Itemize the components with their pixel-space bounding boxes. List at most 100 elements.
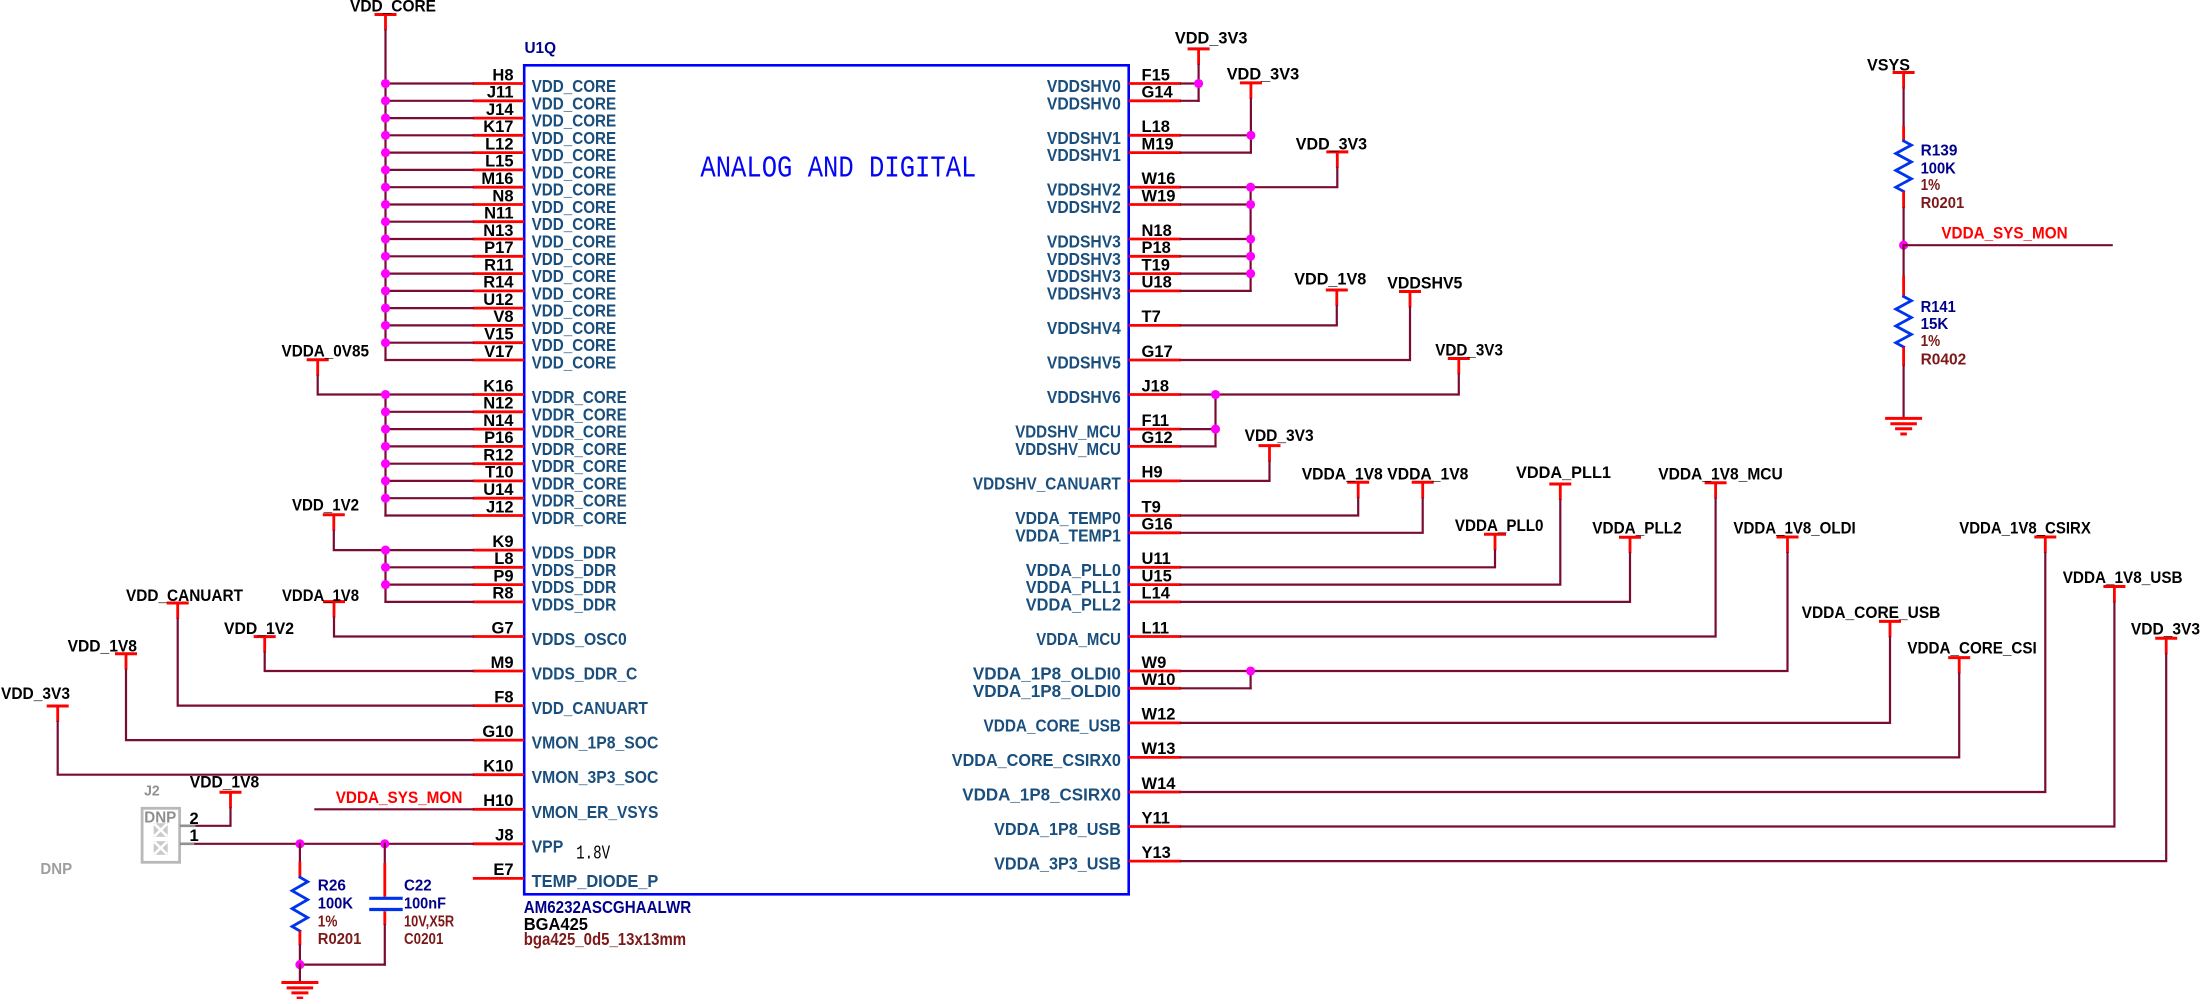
- svg-text:VDDSHV_MCU: VDDSHV_MCU: [1015, 422, 1121, 442]
- svg-text:VDDSHV3: VDDSHV3: [1047, 266, 1121, 286]
- svg-text:N11: N11: [484, 205, 513, 223]
- svg-text:N12: N12: [483, 395, 513, 413]
- svg-text:G12: G12: [1142, 429, 1173, 447]
- svg-text:N14: N14: [483, 412, 514, 430]
- svg-text:VDDA_SYS_MON: VDDA_SYS_MON: [336, 789, 463, 807]
- svg-text:VDDA_1V8_OLDI: VDDA_1V8_OLDI: [1733, 520, 1855, 538]
- svg-text:K10: K10: [483, 758, 513, 776]
- svg-text:F8: F8: [494, 688, 513, 706]
- svg-text:R11: R11: [484, 256, 513, 274]
- svg-text:G14: G14: [1142, 84, 1174, 102]
- svg-text:Y11: Y11: [1142, 809, 1170, 827]
- svg-text:VDD_3V3: VDD_3V3: [1435, 342, 1503, 360]
- svg-text:VDD_CORE: VDD_CORE: [532, 197, 617, 217]
- svg-text:VDDA_1V8: VDDA_1V8: [1302, 465, 1383, 483]
- svg-text:T7: T7: [1142, 308, 1161, 326]
- svg-text:VDDA_TEMP1: VDDA_TEMP1: [1015, 525, 1121, 545]
- svg-text:V15: V15: [484, 326, 513, 344]
- svg-text:VDDA_CORE_USB: VDDA_CORE_USB: [984, 715, 1122, 735]
- svg-text:J2: J2: [144, 784, 160, 800]
- svg-text:VDD_CORE: VDD_CORE: [532, 214, 617, 234]
- svg-text:F11: F11: [1142, 412, 1170, 430]
- svg-text:W16: W16: [1142, 170, 1176, 188]
- svg-text:DNP: DNP: [144, 810, 176, 827]
- svg-text:R0201: R0201: [1921, 195, 1965, 212]
- svg-text:R0402: R0402: [1921, 351, 1967, 368]
- svg-text:VDD_1V8: VDD_1V8: [68, 638, 137, 656]
- svg-text:C0201: C0201: [404, 931, 444, 948]
- svg-text:L11: L11: [1142, 619, 1170, 637]
- svg-text:R14: R14: [483, 274, 514, 292]
- svg-text:L12: L12: [485, 135, 513, 153]
- svg-text:VDDA_1P8_OLDI0: VDDA_1P8_OLDI0: [973, 681, 1121, 701]
- svg-text:VDD_CORE: VDD_CORE: [532, 128, 617, 148]
- svg-text:J14: J14: [486, 101, 514, 119]
- svg-text:VDD_CORE: VDD_CORE: [532, 318, 617, 338]
- svg-text:E7: E7: [493, 861, 513, 879]
- svg-text:VDD_1V8: VDD_1V8: [1294, 271, 1366, 289]
- svg-text:VDDA_3P3_USB: VDDA_3P3_USB: [994, 854, 1121, 874]
- svg-text:VDDSHV0: VDDSHV0: [1047, 93, 1121, 113]
- svg-text:J8: J8: [495, 827, 513, 845]
- svg-text:R139: R139: [1921, 142, 1958, 159]
- svg-text:VDDA_PLL0: VDDA_PLL0: [1455, 517, 1544, 535]
- svg-text:VDD_CORE: VDD_CORE: [350, 0, 436, 16]
- svg-text:VDD_3V3: VDD_3V3: [1227, 65, 1300, 83]
- svg-text:VDDA_1V8: VDDA_1V8: [282, 587, 359, 605]
- svg-text:VMON_1P8_SOC: VMON_1P8_SOC: [532, 733, 659, 753]
- svg-text:VDD_3V3: VDD_3V3: [1296, 136, 1367, 154]
- svg-text:VDDA_PLL2: VDDA_PLL2: [1026, 594, 1121, 614]
- svg-text:AM6232ASCGHAALWR: AM6232ASCGHAALWR: [524, 897, 692, 917]
- svg-text:VDDS_DDR: VDDS_DDR: [532, 543, 617, 563]
- svg-text:R12: R12: [483, 447, 513, 465]
- svg-text:VDDR_CORE: VDDR_CORE: [532, 473, 627, 493]
- svg-text:U1Q: U1Q: [525, 40, 557, 57]
- svg-text:R8: R8: [492, 585, 513, 603]
- svg-text:1%: 1%: [318, 913, 338, 930]
- svg-text:VDDR_CORE: VDDR_CORE: [532, 456, 627, 476]
- svg-text:VDDSHV5: VDDSHV5: [1387, 275, 1462, 293]
- svg-text:VDDS_DDR_C: VDDS_DDR_C: [532, 664, 638, 684]
- svg-text:VDDA_PLL1: VDDA_PLL1: [1026, 577, 1121, 597]
- svg-text:J12: J12: [486, 498, 514, 516]
- svg-text:VDD_1V8: VDD_1V8: [190, 774, 259, 792]
- svg-text:VMON_ER_VSYS: VMON_ER_VSYS: [532, 802, 659, 822]
- svg-text:K16: K16: [483, 377, 513, 395]
- svg-text:G10: G10: [482, 723, 513, 741]
- svg-text:H9: H9: [1142, 464, 1163, 482]
- svg-text:L8: L8: [494, 550, 513, 568]
- svg-text:Y13: Y13: [1142, 844, 1171, 862]
- svg-text:U15: U15: [1142, 567, 1172, 585]
- svg-text:G7: G7: [491, 619, 513, 637]
- svg-text:N18: N18: [1142, 222, 1172, 240]
- svg-text:VDDR_CORE: VDDR_CORE: [532, 491, 627, 511]
- svg-text:R0201: R0201: [318, 931, 362, 948]
- svg-text:VDD_1V2: VDD_1V2: [292, 497, 359, 515]
- svg-text:L14: L14: [1142, 585, 1171, 603]
- svg-text:1: 1: [190, 827, 199, 845]
- svg-text:VDDA_0V85: VDDA_0V85: [282, 343, 370, 361]
- svg-text:TEMP_DIODE_P: TEMP_DIODE_P: [532, 871, 659, 891]
- svg-text:bga425_0d5_13x13mm: bga425_0d5_13x13mm: [524, 929, 686, 949]
- svg-text:VDDA_1P8_CSIRX0: VDDA_1P8_CSIRX0: [962, 785, 1121, 805]
- svg-text:VDDA_1V8_USB: VDDA_1V8_USB: [2063, 569, 2183, 587]
- svg-text:V17: V17: [484, 343, 513, 361]
- svg-text:VDDSHV1: VDDSHV1: [1047, 145, 1121, 165]
- svg-text:DNP: DNP: [40, 861, 72, 878]
- svg-text:VDDA_1V8_CSIRX: VDDA_1V8_CSIRX: [1959, 520, 2091, 538]
- svg-text:W10: W10: [1142, 671, 1176, 689]
- svg-text:VDD_CORE: VDD_CORE: [532, 93, 617, 113]
- svg-text:VDDA_MCU: VDDA_MCU: [1036, 629, 1121, 649]
- svg-text:W9: W9: [1142, 654, 1167, 672]
- svg-text:VDDA_PLL1: VDDA_PLL1: [1516, 464, 1611, 482]
- svg-text:VDDR_CORE: VDDR_CORE: [532, 387, 627, 407]
- svg-text:VDDSHV4: VDDSHV4: [1047, 318, 1121, 338]
- svg-text:V8: V8: [493, 308, 513, 326]
- svg-text:W13: W13: [1142, 740, 1176, 758]
- svg-text:U18: U18: [1142, 274, 1172, 292]
- svg-text:L18: L18: [1142, 118, 1170, 136]
- svg-text:VDD_3V3: VDD_3V3: [1175, 30, 1248, 48]
- svg-text:VDD_CORE: VDD_CORE: [532, 249, 617, 269]
- svg-text:VMON_3P3_SOC: VMON_3P3_SOC: [532, 767, 659, 787]
- svg-text:N13: N13: [483, 222, 513, 240]
